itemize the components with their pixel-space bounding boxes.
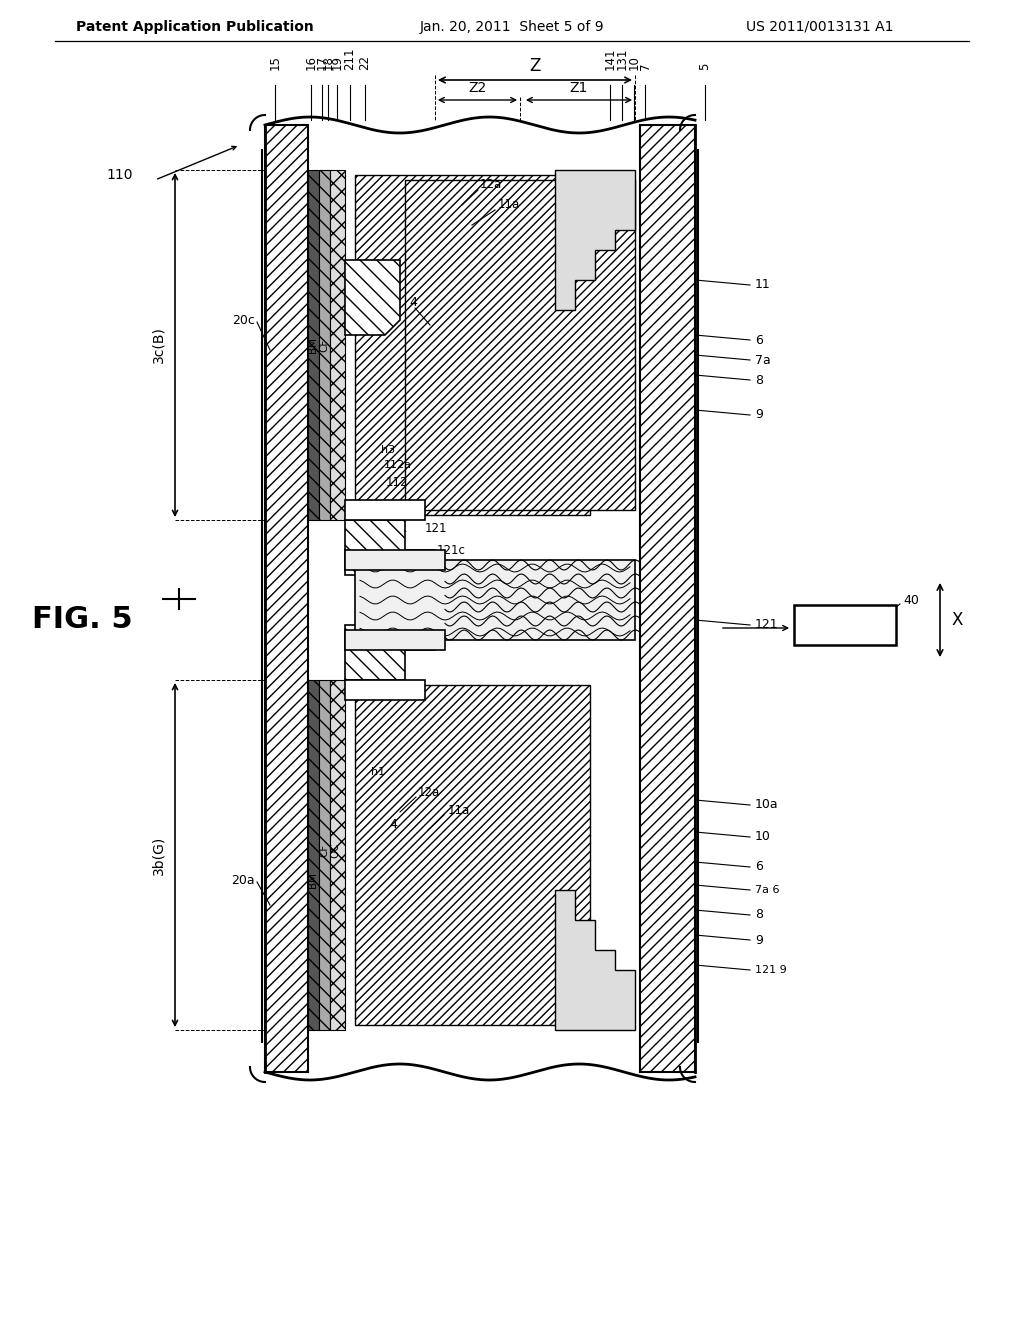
Text: 121: 121 — [755, 619, 778, 631]
Text: 131: 131 — [386, 521, 408, 535]
Text: 131: 131 — [615, 48, 629, 70]
Text: BACKLIGHT: BACKLIGHT — [812, 616, 879, 630]
Text: 12a: 12a — [418, 785, 440, 799]
Text: X: X — [952, 611, 964, 630]
Text: OC: OC — [330, 842, 340, 858]
Text: 141: 141 — [603, 48, 616, 70]
Polygon shape — [345, 520, 435, 576]
Text: 19: 19 — [331, 55, 343, 70]
Bar — [308, 170, 319, 520]
Text: Patent Application Publication: Patent Application Publication — [76, 20, 314, 34]
Polygon shape — [345, 624, 435, 680]
Bar — [308, 680, 319, 1030]
Polygon shape — [345, 630, 445, 649]
Text: CF: CF — [319, 338, 329, 351]
Text: 3b(G): 3b(G) — [151, 836, 165, 875]
Text: 18: 18 — [322, 55, 335, 70]
Text: 7a 6: 7a 6 — [755, 884, 779, 895]
Text: 7a: 7a — [755, 354, 771, 367]
Text: 11a: 11a — [498, 198, 520, 211]
Text: 11: 11 — [755, 279, 771, 292]
Bar — [265, 125, 308, 1072]
Text: Z: Z — [529, 57, 541, 75]
Text: US 2011/0013131 A1: US 2011/0013131 A1 — [746, 20, 894, 34]
FancyBboxPatch shape — [794, 605, 896, 645]
Text: FIG. 5: FIG. 5 — [32, 606, 132, 635]
Text: Z2: Z2 — [468, 81, 486, 95]
Text: 11a: 11a — [449, 804, 470, 817]
Text: 6: 6 — [755, 861, 763, 874]
Text: 8: 8 — [755, 908, 763, 921]
Text: 112: 112 — [385, 475, 408, 488]
Text: BM: BM — [308, 337, 318, 352]
Polygon shape — [555, 890, 635, 1030]
Text: Jan. 20, 2011  Sheet 5 of 9: Jan. 20, 2011 Sheet 5 of 9 — [420, 20, 604, 34]
Text: Z1: Z1 — [569, 81, 588, 95]
Text: 12a: 12a — [480, 178, 502, 191]
Text: 9: 9 — [755, 933, 763, 946]
Bar — [330, 170, 345, 520]
Text: h1: h1 — [371, 767, 385, 777]
Text: 9: 9 — [755, 408, 763, 421]
Text: 20a: 20a — [231, 874, 255, 887]
Text: 6: 6 — [755, 334, 763, 346]
Text: 4: 4 — [389, 818, 397, 832]
Polygon shape — [345, 500, 425, 520]
Text: 20c: 20c — [232, 314, 255, 326]
Bar — [319, 170, 330, 520]
Text: 10: 10 — [755, 830, 771, 843]
Text: 5: 5 — [698, 62, 712, 70]
Text: 4: 4 — [409, 296, 417, 309]
Bar — [640, 125, 695, 1072]
Polygon shape — [406, 180, 635, 510]
Bar — [355, 560, 635, 640]
Text: 15: 15 — [268, 55, 282, 70]
Text: h3: h3 — [381, 445, 395, 455]
Polygon shape — [555, 170, 635, 310]
Polygon shape — [345, 680, 425, 700]
Text: 17: 17 — [315, 55, 329, 70]
Text: BM: BM — [308, 873, 318, 888]
Text: 7: 7 — [639, 62, 651, 70]
Text: 8: 8 — [755, 374, 763, 387]
Text: 121 9: 121 9 — [755, 965, 786, 975]
Bar — [319, 680, 330, 1030]
Bar — [330, 680, 345, 1030]
Text: CF: CF — [319, 843, 329, 857]
Text: 121c: 121c — [437, 544, 466, 557]
Text: 121: 121 — [425, 521, 447, 535]
Text: 22: 22 — [358, 55, 372, 70]
Text: 3c(B): 3c(B) — [151, 326, 165, 363]
Text: 40: 40 — [903, 594, 919, 607]
Text: 16: 16 — [304, 55, 317, 70]
Text: 112a: 112a — [384, 459, 412, 470]
Bar — [355, 685, 590, 1026]
Text: 110: 110 — [106, 168, 133, 182]
Polygon shape — [345, 550, 445, 570]
Text: 10a: 10a — [755, 799, 778, 812]
Polygon shape — [345, 260, 400, 335]
Text: 211: 211 — [343, 48, 356, 70]
Text: 10: 10 — [628, 55, 640, 70]
Bar — [355, 176, 590, 515]
